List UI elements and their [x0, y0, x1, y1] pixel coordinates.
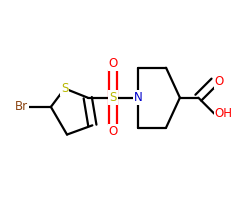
- Text: S: S: [109, 91, 117, 104]
- Text: O: O: [108, 125, 118, 138]
- Text: O: O: [215, 75, 224, 88]
- Text: Br: Br: [15, 100, 28, 113]
- Text: N: N: [134, 91, 143, 104]
- Text: S: S: [61, 82, 68, 95]
- Text: O: O: [108, 57, 118, 70]
- Text: OH: OH: [215, 107, 233, 120]
